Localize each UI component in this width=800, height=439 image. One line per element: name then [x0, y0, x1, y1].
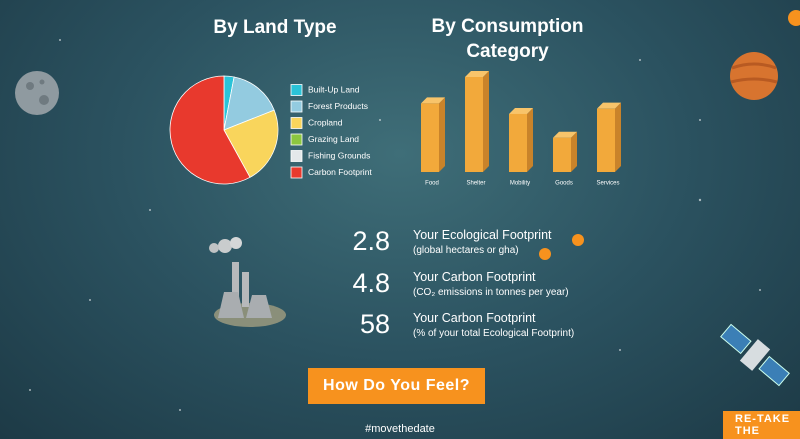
x-tick-label: Goods [555, 181, 573, 187]
chart-title: By Consumption Category [431, 16, 584, 62]
feel-button[interactable]: How Do You Feel? [308, 368, 485, 404]
legend-label: Forest Products [308, 101, 368, 111]
bar-top [421, 97, 445, 104]
bar-side [571, 131, 577, 172]
bar-side [439, 97, 445, 172]
x-tick-label: Food [425, 181, 439, 187]
stat-note: (CO₂ emissions in tonnes per year) [413, 287, 569, 298]
chart-title: By Land Type [213, 17, 337, 38]
planet [730, 10, 800, 100]
moon [15, 71, 59, 115]
pie-slice [223, 109, 279, 178]
bar-side [483, 71, 489, 172]
stat-label: Your Ecological Footprint [413, 228, 552, 242]
legend-swatch [290, 84, 303, 96]
bar-side [527, 107, 533, 172]
bar-top [597, 102, 621, 109]
legend-label: Cropland [308, 117, 343, 127]
info-icons [539, 234, 584, 260]
factory [209, 237, 286, 327]
pie-slice [223, 76, 275, 131]
bar-top [509, 107, 533, 114]
bar [421, 103, 439, 172]
legend-label: Grazing Land [308, 134, 359, 144]
stat-value: 58 [359, 309, 390, 339]
stat-label: Your Carbon Footprint [413, 270, 536, 284]
hashtag: #movethedate [365, 423, 435, 435]
x-tick-label: Mobility [510, 181, 530, 187]
legend-swatch [290, 166, 303, 179]
legend-swatch [290, 117, 303, 129]
stat-label: Your Carbon Footprint [413, 311, 536, 325]
stat-value: 2.8 [352, 226, 390, 256]
bar-top [553, 131, 577, 138]
legend-swatch [290, 100, 303, 113]
stat-value: 4.8 [352, 268, 390, 298]
bar [597, 108, 615, 172]
legend-label: Fishing Grounds [308, 150, 370, 160]
retake-button[interactable]: RE-TAKE THE [723, 411, 800, 439]
bar [553, 137, 571, 172]
legend-swatch [290, 133, 303, 146]
satellite [720, 323, 790, 387]
x-tick-label: Services [596, 181, 619, 187]
bar-side [615, 102, 621, 172]
stat-note: (% of your total Ecological Footprint) [413, 328, 575, 339]
bar [465, 77, 483, 172]
legend-label: Carbon Footprint [308, 167, 372, 177]
x-tick-label: Shelter [466, 181, 485, 187]
legend-label: Built-Up Land [308, 84, 360, 94]
bar-top [465, 71, 489, 77]
stat-note: (global hectares or gha) [413, 245, 519, 256]
bar [509, 113, 527, 172]
legend-swatch [290, 150, 303, 162]
pie-slice [169, 75, 251, 185]
